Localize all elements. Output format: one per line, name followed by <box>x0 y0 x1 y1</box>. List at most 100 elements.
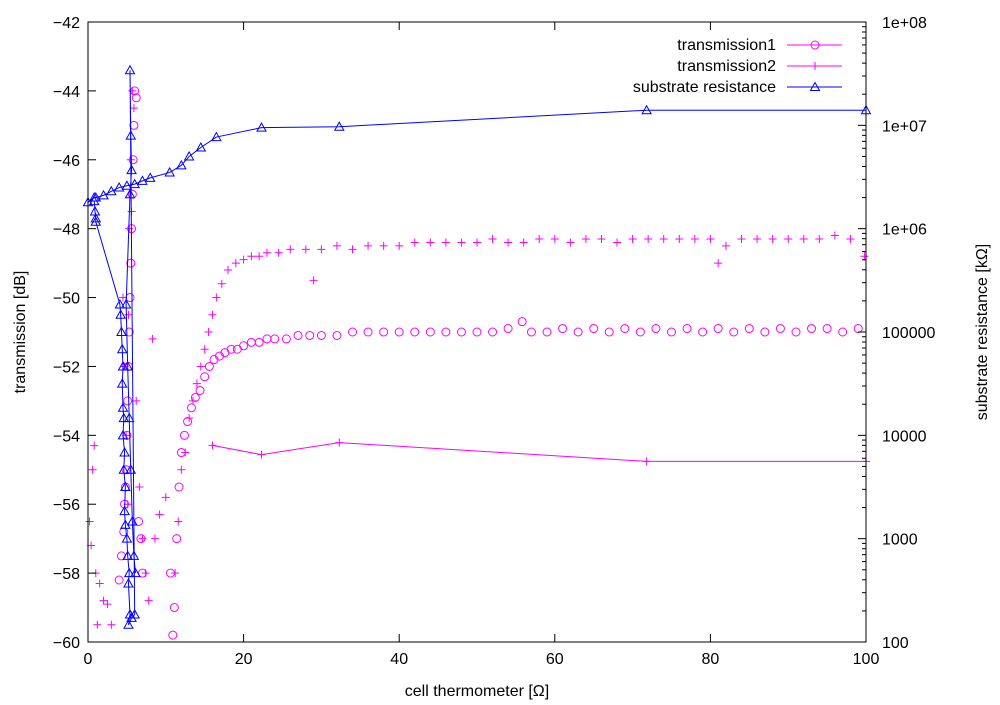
data-point <box>441 238 450 247</box>
legend-item: substrate resistance <box>633 79 842 96</box>
data-point <box>332 330 342 340</box>
data-point <box>517 317 527 327</box>
data-point <box>174 482 184 492</box>
x-tick-label: 60 <box>546 651 564 668</box>
data-point <box>122 360 134 371</box>
legend-item: transmission1 <box>677 37 842 54</box>
data-point <box>488 327 498 337</box>
data-point <box>88 195 100 206</box>
data-point <box>200 345 209 354</box>
data-point <box>729 327 739 337</box>
data-point <box>141 569 150 578</box>
data-point <box>641 104 652 115</box>
y2-tick-label: 1e+08 <box>882 15 927 32</box>
data-point <box>714 259 723 268</box>
data-point <box>247 252 256 261</box>
data-point <box>129 120 139 130</box>
data-point <box>124 64 136 75</box>
data-point <box>809 81 821 91</box>
data-point <box>118 464 130 474</box>
data-point <box>558 324 568 334</box>
data-point <box>164 166 176 177</box>
data-point <box>115 309 127 319</box>
data-point <box>810 40 820 50</box>
data-point <box>117 402 129 412</box>
data-point <box>256 122 267 132</box>
series-layer <box>82 64 872 640</box>
data-point <box>301 245 310 254</box>
data-point <box>768 235 777 243</box>
data-point <box>348 245 357 254</box>
data-point <box>550 235 559 243</box>
data-point <box>791 327 801 337</box>
data-point <box>148 334 157 343</box>
data-point <box>131 93 141 103</box>
data-point <box>124 327 134 337</box>
data-point <box>119 505 130 516</box>
data-point <box>410 327 420 337</box>
data-point <box>118 412 130 423</box>
data-point <box>760 327 770 337</box>
data-point <box>195 141 207 152</box>
data-point <box>270 334 280 344</box>
data-point <box>123 619 134 629</box>
y-tick-label: −48 <box>53 222 80 239</box>
data-point <box>682 324 692 334</box>
data-point <box>204 361 214 371</box>
data-point <box>125 464 137 474</box>
data-point <box>117 429 129 440</box>
series-line <box>212 442 866 462</box>
data-point <box>95 579 104 588</box>
y-tick-label: −60 <box>53 635 80 652</box>
data-point <box>116 343 128 354</box>
data-point <box>246 337 256 347</box>
data-point <box>176 159 187 170</box>
data-point <box>212 293 221 302</box>
data-point <box>698 327 708 337</box>
data-point <box>155 510 164 519</box>
x-tick-label: 100 <box>853 651 880 668</box>
data-point <box>659 235 668 243</box>
data-point <box>217 279 226 288</box>
data-point <box>125 293 135 303</box>
data-point <box>126 164 137 175</box>
data-point <box>226 344 236 354</box>
data-point <box>566 238 575 247</box>
data-point <box>116 551 126 561</box>
data-point <box>473 238 481 247</box>
data-point <box>183 150 195 161</box>
data-point <box>628 235 637 243</box>
data-point <box>90 216 102 226</box>
data-point <box>706 235 715 243</box>
data-point <box>181 448 190 457</box>
data-point <box>255 252 264 261</box>
series-substrate-resistance <box>82 104 872 207</box>
data-point <box>116 326 127 336</box>
y-tick-label: −46 <box>53 153 80 170</box>
data-point <box>183 417 193 427</box>
data-point <box>425 327 435 337</box>
data-point <box>262 248 271 257</box>
data-point <box>128 550 140 560</box>
data-point <box>838 327 848 337</box>
data-point <box>126 612 137 622</box>
data-point <box>126 258 136 268</box>
x-tick-label: 20 <box>235 651 253 668</box>
data-point <box>457 238 466 247</box>
data-point <box>85 517 94 526</box>
legend-item: transmission2 <box>677 58 842 75</box>
data-point <box>613 238 622 247</box>
data-point <box>293 330 303 340</box>
data-point <box>123 396 133 406</box>
data-point <box>526 327 536 337</box>
data-point <box>713 324 723 334</box>
y-tick-label: −50 <box>53 291 80 308</box>
data-point <box>211 131 222 142</box>
data-point <box>364 241 373 250</box>
data-point <box>192 379 201 388</box>
data-point <box>105 185 117 196</box>
data-point <box>123 412 135 423</box>
data-point <box>379 327 389 337</box>
data-point <box>775 324 785 334</box>
data-point <box>90 212 102 223</box>
